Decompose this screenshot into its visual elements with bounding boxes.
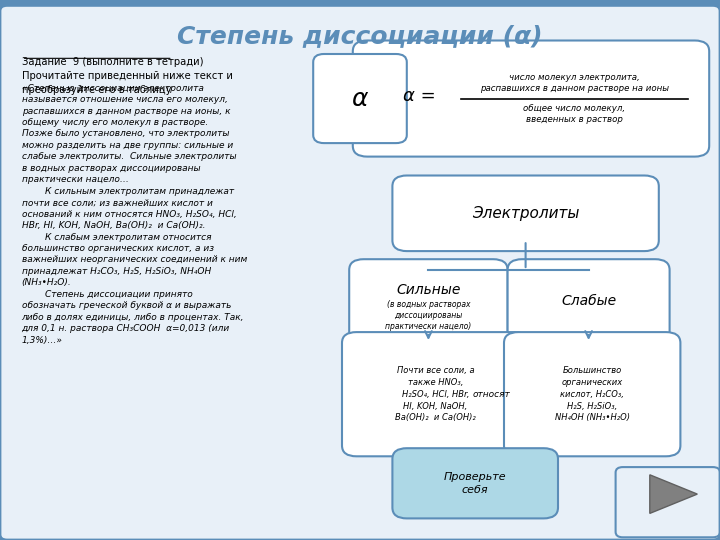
Text: α =: α = bbox=[403, 87, 436, 105]
Text: «Степенью диссоциации электролита
называется отношение числа его молекул,
распав: «Степенью диссоциации электролита называ… bbox=[22, 84, 247, 345]
Polygon shape bbox=[650, 475, 698, 514]
FancyBboxPatch shape bbox=[504, 332, 680, 456]
Text: Большинство
органических
кислот, H₂CO₃,
H₂S, H₂SiO₃,
NH₄OH (NH₃•H₂O): Большинство органических кислот, H₂CO₃, … bbox=[554, 366, 630, 422]
Text: Электролиты: Электролиты bbox=[472, 206, 580, 221]
FancyBboxPatch shape bbox=[0, 5, 720, 540]
Text: число молекул электролита,
распавшихся в данном растворе на ионы: число молекул электролита, распавшихся в… bbox=[480, 73, 669, 93]
FancyBboxPatch shape bbox=[392, 176, 659, 251]
FancyBboxPatch shape bbox=[349, 259, 508, 343]
Text: Проверьте
себя: Проверьте себя bbox=[444, 472, 506, 495]
Text: Сильные: Сильные bbox=[396, 284, 461, 298]
FancyBboxPatch shape bbox=[353, 40, 709, 157]
Text: Степень диссоциации (α): Степень диссоциации (α) bbox=[177, 24, 543, 48]
FancyBboxPatch shape bbox=[392, 448, 558, 518]
FancyBboxPatch shape bbox=[508, 259, 670, 343]
FancyBboxPatch shape bbox=[342, 332, 529, 456]
Text: Почти все соли, а
также HNO₃,
H₂SO₄, HCl, HBr,
HI, KOH, NaOH,
Ba(OH)₂  и Ca(OH)₂: Почти все соли, а также HNO₃, H₂SO₄, HCl… bbox=[395, 366, 476, 422]
Text: Задание  9 (выполните в тетради)
Прочитайте приведенный ниже текст и
преобразуйт: Задание 9 (выполните в тетради) Прочитай… bbox=[22, 57, 233, 94]
Text: относят: относят bbox=[473, 390, 510, 399]
Text: (в водных растворах
диссоциированы
практически нацело): (в водных растворах диссоциированы практ… bbox=[385, 300, 472, 331]
Text: α: α bbox=[352, 86, 368, 111]
Text: общее число молекул,
введенных в раствор: общее число молекул, введенных в раствор bbox=[523, 104, 625, 124]
FancyBboxPatch shape bbox=[313, 54, 407, 143]
Text: Слабые: Слабые bbox=[561, 294, 616, 308]
